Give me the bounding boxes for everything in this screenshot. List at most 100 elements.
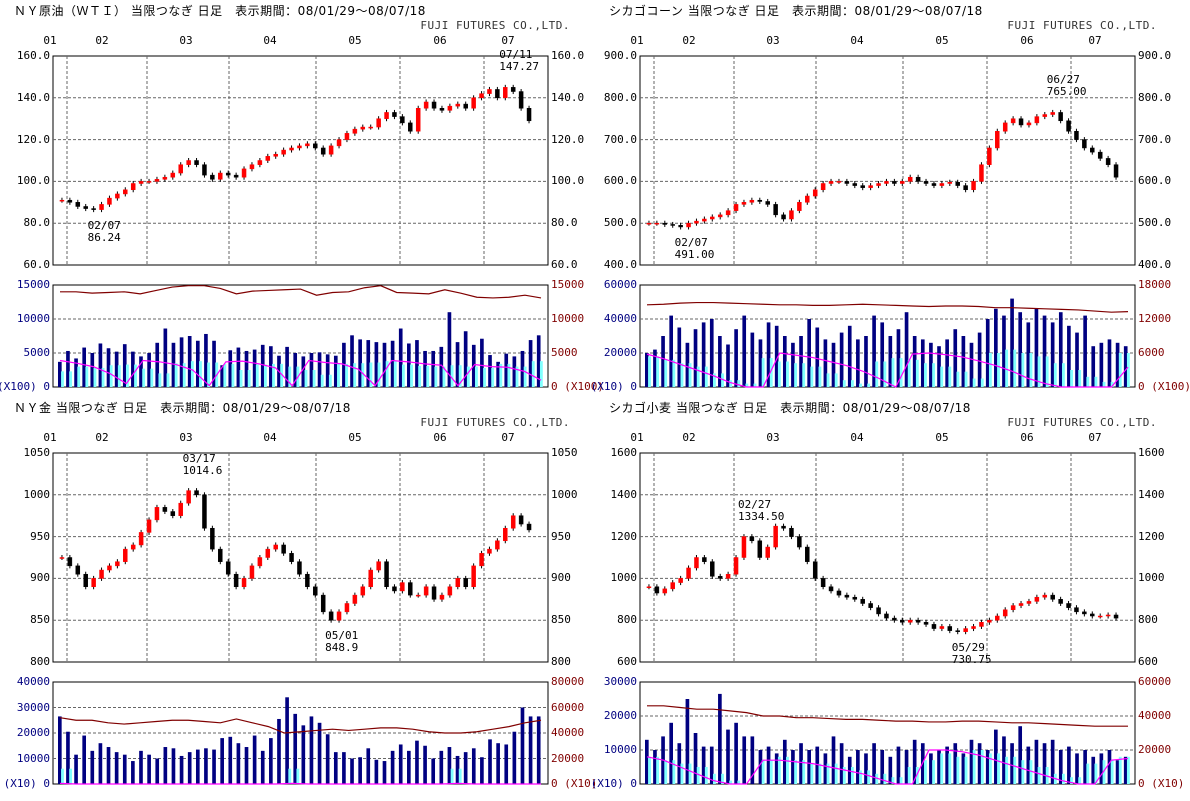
candle-body (186, 160, 191, 165)
candle-body (138, 181, 144, 184)
candle-body (59, 199, 65, 202)
month-label: 03 (766, 34, 780, 47)
front-volume-bar (247, 370, 251, 387)
price-tick-left: 900.0 (603, 49, 637, 62)
candle-body (733, 557, 739, 575)
front-volume-bar (361, 363, 365, 387)
front-volume-bar (1013, 349, 1017, 387)
price-tick-right: 900.0 (1138, 49, 1172, 62)
candle-body (297, 145, 302, 149)
volume-bar (374, 759, 379, 784)
volume-tick: 60000 (603, 278, 637, 291)
price-tick-left: 160.0 (16, 49, 50, 62)
candle-body (59, 557, 65, 559)
candle-body (860, 185, 865, 188)
volume-bar (536, 335, 541, 387)
front-volume-bar (656, 756, 660, 784)
candle-body (320, 594, 326, 613)
front-volume-bar (1126, 353, 1130, 387)
candle-body (495, 540, 500, 550)
volume-bar (750, 736, 755, 784)
candle-body (995, 130, 1000, 149)
volume-bar (815, 327, 820, 387)
volume-bar (309, 353, 314, 387)
volume-bar (317, 352, 322, 387)
front-volume-bar (802, 363, 806, 387)
volume-bar (701, 322, 706, 387)
volume-bar (799, 336, 803, 387)
volume-bar (333, 752, 338, 784)
price-tick-right: 1000 (551, 487, 578, 501)
front-volume-bar (125, 364, 129, 387)
volume-bar (260, 750, 265, 784)
volume-bar (431, 758, 436, 784)
volume-bar (163, 328, 168, 387)
volume-bar (480, 338, 484, 387)
front-volume-bar (1110, 760, 1114, 784)
volume-bar (1083, 315, 1087, 387)
volume-tick: 30000 (603, 675, 637, 688)
front-volume-bar (696, 366, 700, 387)
front-volume-bar (850, 767, 854, 784)
front-volume-bar (353, 363, 357, 387)
annotation-date: 05/01 (325, 629, 359, 643)
company-name: FUJI FUTURES CO.,LTD. (420, 19, 570, 32)
volume-bar (1058, 750, 1063, 784)
front-volume-bar (1078, 370, 1082, 387)
price-plot-area (639, 55, 1136, 266)
volume-bar (985, 319, 990, 387)
candle-body (265, 548, 271, 558)
candle-body (503, 87, 508, 99)
front-volume-bar (940, 753, 944, 784)
front-volume-bar (1021, 760, 1025, 784)
price-tick-left: 1400 (610, 487, 638, 501)
candle-body (1058, 112, 1063, 122)
volume-bar (358, 339, 362, 387)
volume-bar (317, 722, 322, 784)
price-tick-left: 1200 (610, 529, 638, 543)
price-tick-right: 600.0 (1138, 174, 1172, 188)
candle-body (170, 172, 176, 178)
candle-body (328, 611, 334, 621)
candle-body (686, 222, 691, 228)
month-label: 06 (1020, 34, 1034, 47)
company-name: FUJI FUTURES CO.,LTD. (1007, 416, 1157, 429)
candle-body (725, 210, 731, 216)
candle-body (178, 164, 183, 174)
candle-body (225, 172, 231, 176)
volume-bar (685, 699, 690, 784)
front-volume-bar (664, 760, 668, 784)
front-volume-bar (150, 368, 154, 387)
volume-bar (1042, 315, 1047, 387)
candle-body (146, 519, 152, 533)
volume-bar (147, 353, 151, 387)
volume-bar (333, 355, 338, 387)
volume-bar (912, 739, 917, 784)
candle-body (83, 206, 88, 209)
candle-body (273, 153, 278, 157)
volume-bar (726, 344, 730, 387)
price-tick-left: 800 (30, 655, 50, 668)
volume-tick: 10000 (16, 751, 50, 765)
volume-bar (74, 754, 78, 784)
volume-bar (301, 356, 306, 387)
candle-body (797, 202, 802, 211)
volume-bar (220, 365, 224, 387)
volume-bar (791, 750, 795, 784)
volume-bar (520, 350, 525, 387)
volume-bar (325, 354, 330, 387)
volume-bar (496, 361, 500, 387)
candle-body (415, 108, 421, 132)
volume-bar (398, 328, 403, 387)
volume-bar (82, 347, 87, 387)
volume-bar (1107, 339, 1112, 387)
front-volume-bar (948, 366, 952, 387)
volume-bar (896, 329, 901, 387)
volume-bar (1107, 750, 1112, 784)
front-volume-bar (964, 371, 968, 387)
volume-bar (293, 353, 298, 387)
candle-body (313, 143, 318, 149)
candle-body (900, 181, 905, 184)
volume-bar (994, 308, 998, 387)
volume-bar (244, 747, 249, 784)
